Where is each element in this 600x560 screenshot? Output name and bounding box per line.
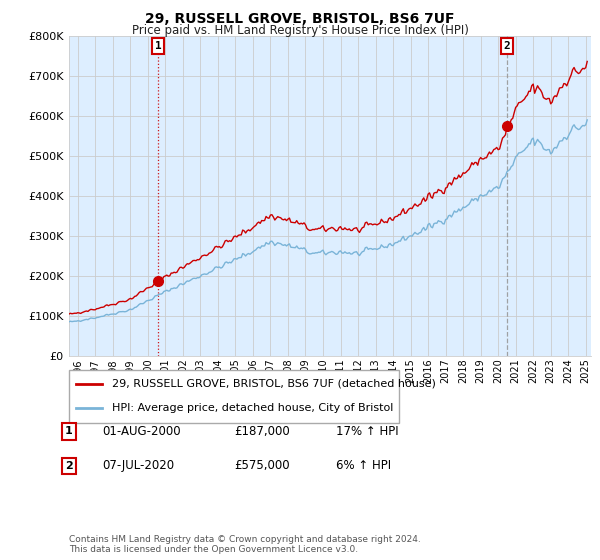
Text: 29, RUSSELL GROVE, BRISTOL, BS6 7UF (detached house): 29, RUSSELL GROVE, BRISTOL, BS6 7UF (det… xyxy=(112,379,436,389)
Text: 6% ↑ HPI: 6% ↑ HPI xyxy=(336,459,391,473)
Text: 1: 1 xyxy=(155,41,161,51)
Text: 1: 1 xyxy=(65,426,73,436)
Text: 2: 2 xyxy=(65,461,73,471)
FancyBboxPatch shape xyxy=(69,370,399,423)
Text: £187,000: £187,000 xyxy=(234,424,290,438)
Text: Price paid vs. HM Land Registry's House Price Index (HPI): Price paid vs. HM Land Registry's House … xyxy=(131,24,469,36)
Text: Contains HM Land Registry data © Crown copyright and database right 2024.
This d: Contains HM Land Registry data © Crown c… xyxy=(69,535,421,554)
Text: £575,000: £575,000 xyxy=(234,459,290,473)
Text: HPI: Average price, detached house, City of Bristol: HPI: Average price, detached house, City… xyxy=(112,403,393,413)
Text: 2: 2 xyxy=(503,41,510,51)
Text: 07-JUL-2020: 07-JUL-2020 xyxy=(102,459,174,473)
Text: 29, RUSSELL GROVE, BRISTOL, BS6 7UF: 29, RUSSELL GROVE, BRISTOL, BS6 7UF xyxy=(145,12,455,26)
Text: 01-AUG-2000: 01-AUG-2000 xyxy=(102,424,181,438)
Text: 17% ↑ HPI: 17% ↑ HPI xyxy=(336,424,398,438)
